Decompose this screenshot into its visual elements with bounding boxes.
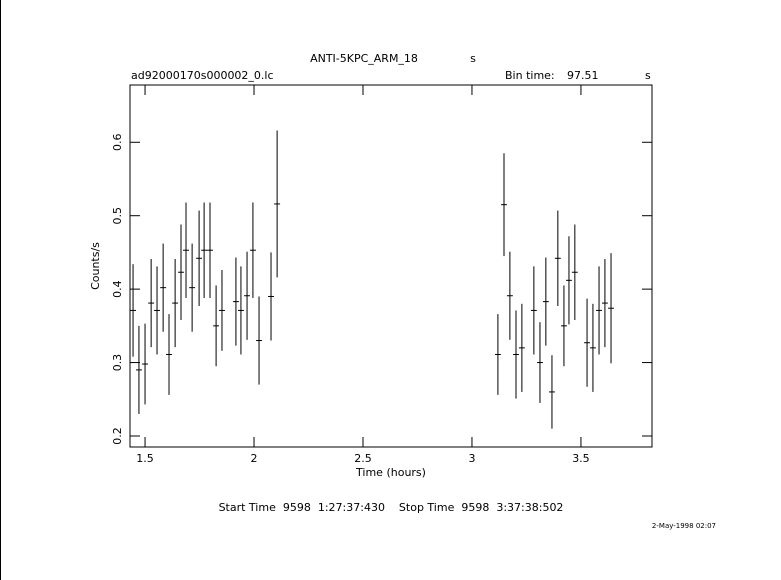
file-name: ad92000170s000002_0.lc xyxy=(131,69,274,82)
x-tick-label: 2.5 xyxy=(354,452,372,465)
y-tick-label: 0.4 xyxy=(111,280,124,298)
y-tick-label: 0.2 xyxy=(111,427,124,445)
date: 2-May-1998 02:07 xyxy=(652,522,716,530)
plot-frame xyxy=(129,84,653,448)
y-tick-label: 0.3 xyxy=(111,354,124,372)
x-tick-label: 2 xyxy=(251,452,258,465)
x-tick-label: 3 xyxy=(468,452,475,465)
x-axis-label: Time (hours) xyxy=(355,466,426,479)
y-tick-label: 0.6 xyxy=(111,134,124,152)
bin-time-label: Bin time: xyxy=(505,69,555,82)
y-tick-label: 0.5 xyxy=(111,207,124,225)
bin-time: 97.51 xyxy=(567,69,599,82)
x-tick-label: 3.5 xyxy=(572,452,590,465)
y-axis-label: Counts/s xyxy=(89,242,102,290)
chart-title: ANTI-5KPC_ARM_18 xyxy=(310,52,418,65)
bin-time-unit: s xyxy=(645,69,651,82)
x-tick-label: 1.5 xyxy=(136,452,154,465)
footer: Start Time 9598 1:27:37:430 Stop Time 95… xyxy=(219,501,564,514)
title-unit: s xyxy=(470,52,476,65)
